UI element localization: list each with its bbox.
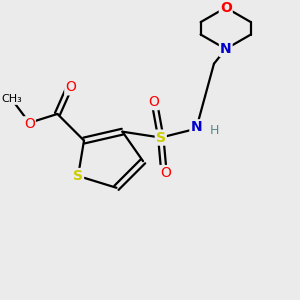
- Text: N: N: [220, 42, 232, 56]
- Text: H: H: [209, 124, 219, 137]
- Text: O: O: [160, 166, 171, 180]
- Text: S: S: [156, 130, 166, 145]
- Text: N: N: [190, 120, 202, 134]
- Text: CH₃: CH₃: [1, 94, 22, 104]
- Text: S: S: [73, 169, 83, 183]
- Text: O: O: [148, 95, 159, 109]
- Text: O: O: [65, 80, 76, 94]
- Text: O: O: [220, 1, 232, 15]
- Text: O: O: [24, 117, 35, 131]
